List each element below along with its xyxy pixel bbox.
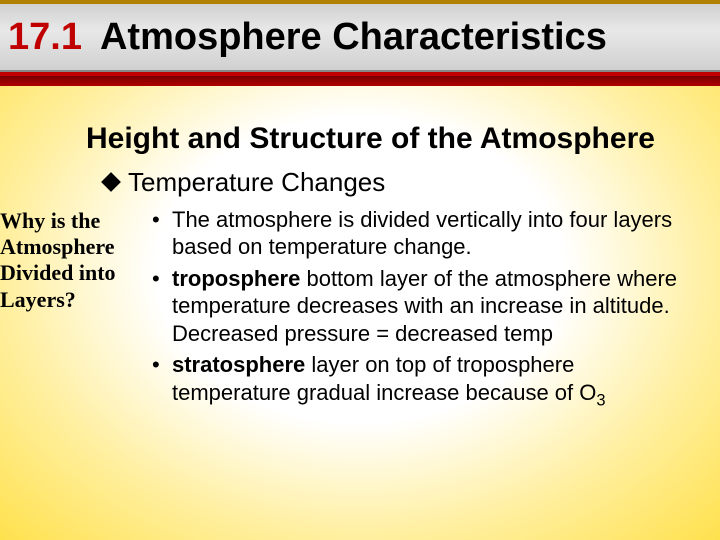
section-number: 17.1 [8,16,82,59]
bullet-list: The atmosphere is divided vertically int… [152,206,690,411]
bullet-item: The atmosphere is divided vertically int… [152,206,690,261]
heading-level2: Temperature Changes [128,167,385,198]
subscript: 3 [596,391,605,409]
bullet-item: troposphere bottom layer of the atmosphe… [152,265,690,348]
heading-level1: Height and Structure of the Atmosphere [86,122,690,157]
body-area: Why is the Atmosphere Divided into Layer… [86,206,690,411]
bullet-text: The atmosphere is divided vertically int… [172,207,672,260]
slide-header: 17.1 Atmosphere Characteristics [0,0,720,88]
slide-content: Height and Structure of the Atmosphere T… [0,88,720,411]
bullet-item: stratosphere layer on top of troposphere… [152,351,690,411]
section-title: Atmosphere Characteristics [100,16,607,59]
bullet-keyword: troposphere [172,266,300,291]
header-underline-darkred [0,76,720,86]
header-bar: 17.1 Atmosphere Characteristics [0,4,720,72]
sidebar-question: Why is the Atmosphere Divided into Layer… [0,208,140,314]
heading-level2-row: Temperature Changes [86,167,690,198]
bullet-keyword: stratosphere [172,352,305,377]
diamond-bullet-icon [101,172,121,192]
